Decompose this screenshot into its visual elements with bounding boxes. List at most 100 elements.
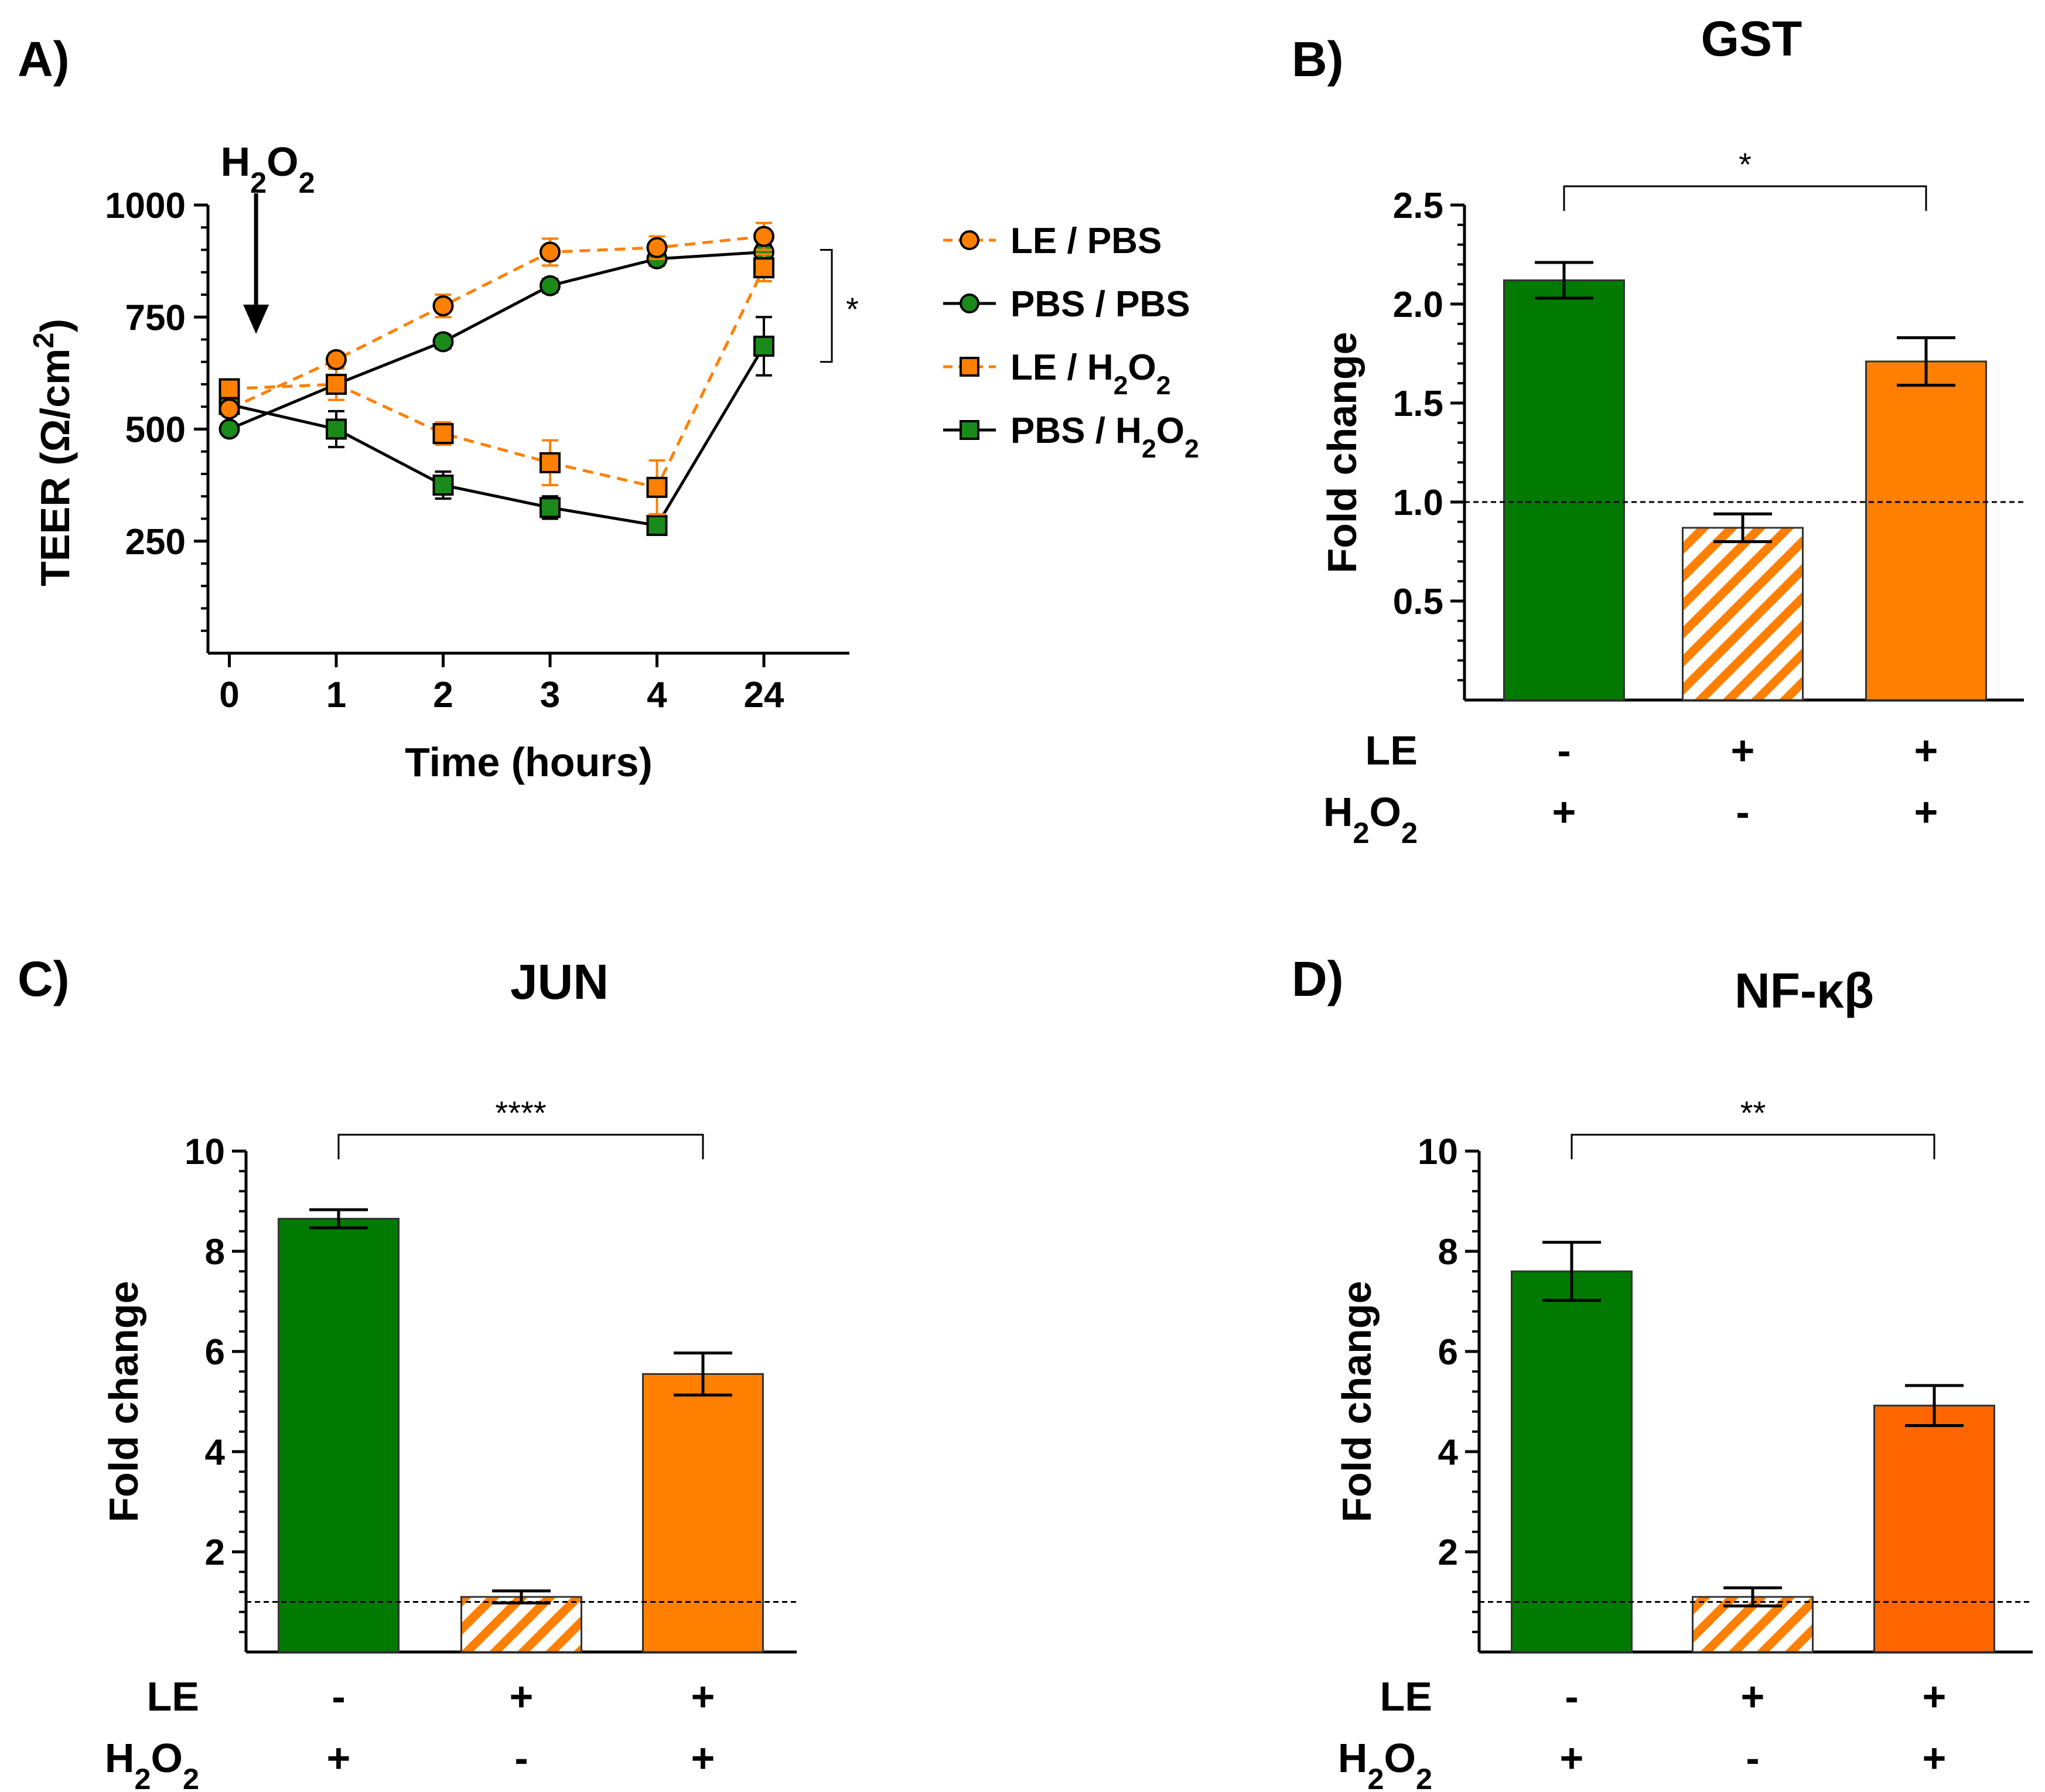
text-part: O <box>267 139 298 185</box>
condition-value: - <box>332 1674 345 1719</box>
condition-value: + <box>1552 789 1576 835</box>
bar <box>1682 527 1804 701</box>
condition-value: - <box>1736 789 1749 835</box>
y-tick-label: 1.0 <box>1393 483 1443 523</box>
data-point <box>540 241 561 263</box>
condition-label: LE <box>1380 1674 1432 1719</box>
text-part: 2 <box>1156 371 1171 400</box>
condition-value: - <box>1565 1674 1578 1719</box>
data-point <box>432 475 454 496</box>
bar <box>1873 1404 1995 1653</box>
bar <box>460 1596 582 1653</box>
y-tick-label: 1.5 <box>1393 384 1443 424</box>
bar <box>1511 1270 1633 1653</box>
y-tick-label: 10 <box>1418 1132 1458 1172</box>
text-part: 2 <box>1416 1762 1432 1792</box>
significance-bracket <box>820 249 833 363</box>
legend-label: LE / H2O2 <box>1010 347 1171 400</box>
panel-label-d: D) <box>1292 951 1344 1006</box>
condition-value: + <box>1914 728 1938 773</box>
y-tick-label: 10 <box>185 1132 225 1172</box>
condition-value: + <box>510 1674 534 1719</box>
data-point <box>219 398 240 420</box>
text-part: LE <box>147 1674 199 1719</box>
text-part: O <box>151 1735 183 1781</box>
legend-marker <box>960 230 979 250</box>
bar <box>1865 360 1987 701</box>
text-part: 2 <box>299 166 315 199</box>
data-point <box>540 452 561 473</box>
text-part: LE / PBS <box>1010 221 1162 261</box>
annotation-arrow-head <box>243 305 269 334</box>
text-part: H <box>1338 1735 1368 1781</box>
data-point <box>540 275 561 296</box>
y-axis-title-end: ) <box>32 319 78 332</box>
legend-marker <box>960 420 979 440</box>
data-point <box>326 349 347 370</box>
y-tick-label: 1000 <box>105 186 186 226</box>
condition-value: + <box>1741 1674 1765 1719</box>
text-part: 2 <box>183 1762 199 1792</box>
legend-marker <box>960 293 979 313</box>
condition-label: H2O2 <box>1323 789 1418 849</box>
chart-title: NF-κβ <box>1735 963 1874 1018</box>
data-point <box>432 423 454 445</box>
y-tick-label: 500 <box>125 410 186 450</box>
data-point <box>219 378 240 400</box>
y-tick-label: 2.5 <box>1393 186 1443 226</box>
x-tick-label: 4 <box>647 675 667 715</box>
y-axis-title: Fold change <box>1319 332 1365 573</box>
panel-label-c: C) <box>18 951 70 1006</box>
significance-bracket <box>1571 1134 1935 1159</box>
legend-label: PBS / H2O2 <box>1010 411 1199 463</box>
y-axis-title: Fold change <box>1334 1281 1380 1522</box>
text-part: PBS / PBS <box>1010 284 1190 325</box>
condition-value: - <box>514 1735 528 1781</box>
condition-value: + <box>691 1735 715 1781</box>
y-axis-title: Fold change <box>101 1281 146 1522</box>
y-tick-label: 2.0 <box>1393 285 1443 325</box>
data-point <box>646 514 668 536</box>
y-tick-label: 4 <box>1438 1432 1459 1473</box>
condition-label: H2O2 <box>105 1735 199 1792</box>
text-part: O <box>1384 1735 1416 1781</box>
series-line <box>228 235 764 411</box>
text-part: 2 <box>1401 816 1418 849</box>
significance-label: * <box>1739 146 1752 183</box>
bar <box>642 1373 764 1653</box>
y-tick-label: 8 <box>1438 1232 1458 1272</box>
x-axis-title: Time (hours) <box>405 739 653 785</box>
data-point <box>219 418 240 440</box>
condition-value: - <box>1557 728 1571 773</box>
condition-value: + <box>1923 1735 1947 1781</box>
condition-value: + <box>327 1735 351 1781</box>
legend-marker <box>960 357 979 377</box>
y-axis-title: TEER (Ω/cm2) <box>28 319 78 586</box>
y-tick-label: 2 <box>1438 1532 1458 1573</box>
y-tick-label: 6 <box>205 1332 225 1373</box>
text-part: 2 <box>1184 435 1199 463</box>
x-tick-label: 24 <box>744 675 784 715</box>
y-tick-label: 750 <box>125 298 186 338</box>
series-line <box>228 345 766 527</box>
data-point <box>753 257 774 279</box>
chart-title: JUN <box>510 954 609 1009</box>
series-line <box>229 267 766 489</box>
text-part: H <box>221 139 251 185</box>
y-tick-label: 4 <box>205 1432 226 1473</box>
condition-value: + <box>691 1674 715 1719</box>
data-point <box>432 331 454 353</box>
significance-label: ** <box>1740 1094 1766 1131</box>
y-tick-label: 2 <box>205 1532 225 1573</box>
text-part: O <box>1370 789 1401 835</box>
panel-label-a: A) <box>18 32 70 87</box>
text-part: O <box>1128 347 1156 388</box>
bar <box>1503 279 1625 701</box>
y-tick-label: 0.5 <box>1393 582 1443 622</box>
x-tick-label: 2 <box>433 675 453 715</box>
h2o2-annotation: H2O2 <box>221 139 315 199</box>
bar <box>278 1217 400 1653</box>
data-point <box>646 476 668 498</box>
